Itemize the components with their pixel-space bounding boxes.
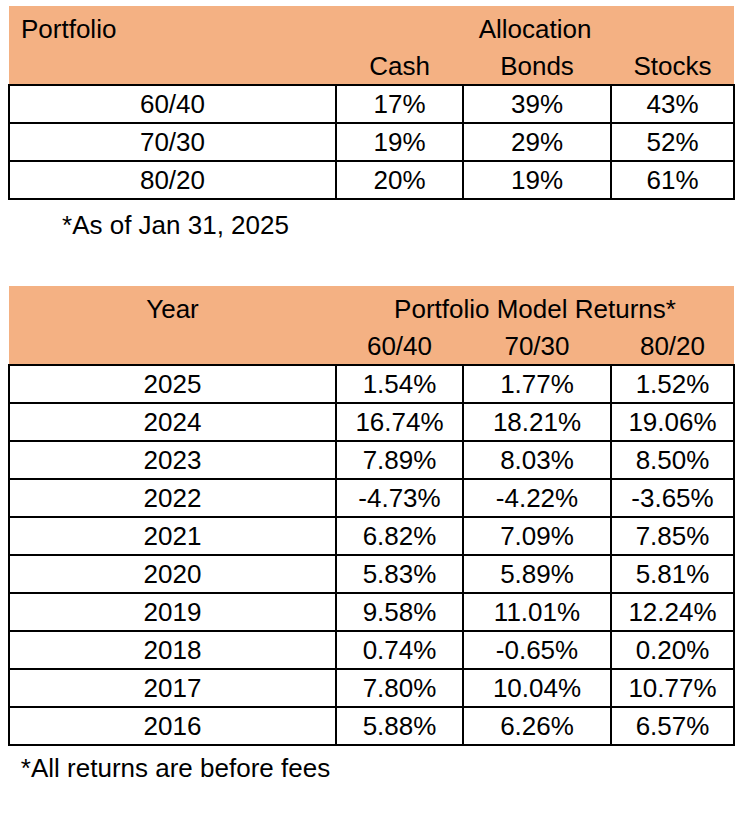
table-row: 2017 7.80% 10.04% 10.77% bbox=[9, 669, 734, 707]
allocation-table-header: Portfolio Allocation Cash Bonds Stocks bbox=[9, 6, 734, 85]
value-cell: 1.52% bbox=[611, 365, 734, 403]
returns-footnote: *All returns are before fees bbox=[8, 752, 343, 785]
value-cell: 19% bbox=[336, 123, 463, 161]
year-cell: 2022 bbox=[9, 479, 336, 517]
allocation-col-stocks: Stocks bbox=[611, 50, 734, 85]
content-area: Portfolio Allocation Cash Bonds Stocks 6… bbox=[0, 0, 740, 785]
allocation-corner-label: Portfolio bbox=[9, 6, 336, 50]
allocation-col-cash: Cash bbox=[336, 50, 463, 85]
value-cell: 17% bbox=[336, 85, 463, 123]
year-cell: 2017 bbox=[9, 669, 336, 707]
value-cell: 5.83% bbox=[336, 555, 463, 593]
value-cell: 5.88% bbox=[336, 707, 463, 745]
year-cell: 2023 bbox=[9, 441, 336, 479]
returns-col-6040: 60/40 bbox=[336, 330, 463, 365]
value-cell: 9.58% bbox=[336, 593, 463, 631]
table-row: 60/40 17% 39% 43% bbox=[9, 85, 734, 123]
table-row: 2018 0.74% -0.65% 0.20% bbox=[9, 631, 734, 669]
year-cell: 2018 bbox=[9, 631, 336, 669]
allocation-footnote: *As of Jan 31, 2025 bbox=[8, 209, 343, 242]
year-cell: 2024 bbox=[9, 403, 336, 441]
value-cell: 7.89% bbox=[336, 441, 463, 479]
table-row: 80/20 20% 19% 61% bbox=[9, 161, 734, 199]
value-cell: -4.22% bbox=[463, 479, 611, 517]
value-cell: 8.03% bbox=[463, 441, 611, 479]
allocation-table: Portfolio Allocation Cash Bonds Stocks 6… bbox=[8, 6, 735, 200]
value-cell: 5.89% bbox=[463, 555, 611, 593]
year-cell: 2019 bbox=[9, 593, 336, 631]
value-cell: 6.26% bbox=[463, 707, 611, 745]
value-cell: 6.57% bbox=[611, 707, 734, 745]
table-row: 2022 -4.73% -4.22% -3.65% bbox=[9, 479, 734, 517]
allocation-col-bonds: Bonds bbox=[463, 50, 611, 85]
value-cell: 7.09% bbox=[463, 517, 611, 555]
value-cell: 7.85% bbox=[611, 517, 734, 555]
value-cell: 10.77% bbox=[611, 669, 734, 707]
returns-col-8020: 80/20 bbox=[611, 330, 734, 365]
table-row: 2019 9.58% 11.01% 12.24% bbox=[9, 593, 734, 631]
allocation-header-spacer bbox=[9, 50, 336, 85]
portfolio-label-cell: 80/20 bbox=[9, 161, 336, 199]
value-cell: 11.01% bbox=[463, 593, 611, 631]
value-cell: 20% bbox=[336, 161, 463, 199]
table-row: 2020 5.83% 5.89% 5.81% bbox=[9, 555, 734, 593]
portfolio-label-cell: 60/40 bbox=[9, 85, 336, 123]
value-cell: 7.80% bbox=[336, 669, 463, 707]
returns-table: Year Portfolio Model Returns* 60/40 70/3… bbox=[8, 286, 735, 746]
value-cell: 19.06% bbox=[611, 403, 734, 441]
value-cell: 39% bbox=[463, 85, 611, 123]
table-row: 2023 7.89% 8.03% 8.50% bbox=[9, 441, 734, 479]
returns-corner-label: Year bbox=[9, 286, 336, 330]
value-cell: 10.04% bbox=[463, 669, 611, 707]
table-row: 70/30 19% 29% 52% bbox=[9, 123, 734, 161]
value-cell: 12.24% bbox=[611, 593, 734, 631]
value-cell: 52% bbox=[611, 123, 734, 161]
section-gap bbox=[8, 242, 740, 286]
value-cell: 18.21% bbox=[463, 403, 611, 441]
value-cell: 43% bbox=[611, 85, 734, 123]
page: { "colors": { "header_bg": "#F4B183", "g… bbox=[0, 0, 740, 822]
value-cell: 1.54% bbox=[336, 365, 463, 403]
year-cell: 2025 bbox=[9, 365, 336, 403]
returns-header-spacer bbox=[9, 330, 336, 365]
value-cell: 29% bbox=[463, 123, 611, 161]
value-cell: 1.77% bbox=[463, 365, 611, 403]
value-cell: -4.73% bbox=[336, 479, 463, 517]
table-row: 2025 1.54% 1.77% 1.52% bbox=[9, 365, 734, 403]
value-cell: 0.74% bbox=[336, 631, 463, 669]
year-cell: 2021 bbox=[9, 517, 336, 555]
value-cell: 16.74% bbox=[336, 403, 463, 441]
allocation-group-header: Allocation bbox=[336, 6, 734, 50]
value-cell: 19% bbox=[463, 161, 611, 199]
returns-col-7030: 70/30 bbox=[463, 330, 611, 365]
value-cell: 5.81% bbox=[611, 555, 734, 593]
value-cell: 8.50% bbox=[611, 441, 734, 479]
year-cell: 2016 bbox=[9, 707, 336, 745]
value-cell: 61% bbox=[611, 161, 734, 199]
table-row: 2016 5.88% 6.26% 6.57% bbox=[9, 707, 734, 745]
returns-group-header: Portfolio Model Returns* bbox=[336, 286, 734, 330]
portfolio-label-cell: 70/30 bbox=[9, 123, 336, 161]
returns-table-header: Year Portfolio Model Returns* 60/40 70/3… bbox=[9, 286, 734, 365]
year-cell: 2020 bbox=[9, 555, 336, 593]
value-cell: -0.65% bbox=[463, 631, 611, 669]
value-cell: 6.82% bbox=[336, 517, 463, 555]
table-row: 2024 16.74% 18.21% 19.06% bbox=[9, 403, 734, 441]
value-cell: -3.65% bbox=[611, 479, 734, 517]
table-row: 2021 6.82% 7.09% 7.85% bbox=[9, 517, 734, 555]
value-cell: 0.20% bbox=[611, 631, 734, 669]
